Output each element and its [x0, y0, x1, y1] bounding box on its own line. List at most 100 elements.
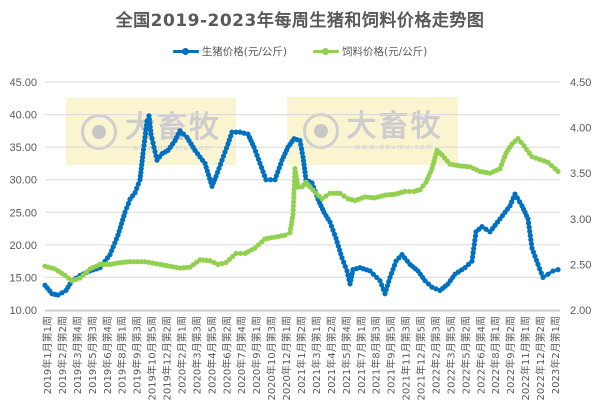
data-point	[521, 143, 527, 149]
data-point	[177, 128, 183, 134]
legend-label-feed: 饲料价格(元/公斤)	[342, 46, 428, 58]
data-point	[217, 161, 224, 167]
data-point	[540, 274, 546, 281]
data-point	[298, 142, 304, 148]
data-point	[259, 239, 265, 245]
y-left-tick: 20.00	[9, 240, 37, 252]
y-right-tick: 2.00	[570, 305, 591, 317]
data-point	[532, 253, 538, 259]
watermark-1: 大畜牧 www.dxumu.com	[66, 98, 236, 165]
data-point	[514, 195, 520, 201]
x-tick-label: 2022年5月第2周	[459, 316, 472, 394]
data-point	[134, 259, 141, 265]
x-tick-label: 2021年3月第1周	[310, 316, 323, 394]
x-tick-label: 2019年12月第2周	[161, 316, 174, 401]
x-tick-label: 2019年3月第4周	[71, 316, 84, 394]
data-point	[258, 164, 265, 171]
data-point	[425, 281, 432, 287]
x-tick-label: 2019年6月第4周	[101, 316, 114, 394]
x-tick-label: 2019年9月第3周	[131, 316, 144, 394]
x-tick-label: 2020年4月第5周	[205, 316, 218, 394]
data-point	[319, 196, 325, 202]
data-point	[140, 146, 147, 153]
data-point	[429, 284, 435, 290]
data-point	[527, 228, 533, 234]
data-point	[390, 266, 396, 272]
data-point	[213, 173, 219, 180]
y-left-tick: 10.00	[9, 305, 37, 317]
data-point	[530, 249, 537, 255]
data-point	[109, 248, 115, 254]
data-point	[555, 168, 561, 174]
data-point	[472, 237, 478, 243]
data-point	[433, 286, 439, 292]
data-point	[379, 282, 385, 288]
data-point	[260, 168, 266, 175]
data-point	[134, 185, 140, 191]
data-point	[469, 258, 475, 264]
data-point	[545, 159, 551, 165]
data-point	[237, 250, 244, 257]
data-point	[301, 161, 307, 168]
data-point	[143, 126, 149, 132]
data-point	[251, 144, 257, 150]
feed-series-marker-icon	[313, 48, 339, 55]
data-point	[529, 154, 535, 160]
legend-item-pig[interactable]: 生猪价格(元/公斤)	[172, 44, 287, 59]
data-point	[215, 261, 221, 267]
data-point	[290, 207, 296, 213]
y-right-tick: 3.50	[570, 168, 591, 180]
y-left-tick: 25.00	[9, 207, 37, 219]
data-point	[113, 236, 119, 242]
x-tick-label: 2021年8月第3周	[370, 316, 383, 394]
x-tick-label: 2021年12月第5周	[415, 316, 428, 401]
data-point	[529, 245, 535, 251]
data-point	[510, 195, 516, 201]
data-point	[290, 199, 297, 205]
data-point	[535, 261, 541, 267]
data-point	[386, 278, 392, 285]
data-point	[291, 186, 297, 192]
data-point	[220, 153, 227, 159]
y-left-tick: 45.00	[9, 77, 37, 89]
data-point	[533, 155, 539, 161]
data-point	[334, 239, 340, 245]
data-point	[528, 237, 534, 243]
data-point	[518, 139, 524, 145]
chart-title: 全国2019-2023年每周生猪和饲料价格走势图	[115, 11, 485, 31]
x-tick-label: 2019年8月第1周	[116, 316, 129, 394]
data-point	[471, 245, 477, 252]
data-point	[122, 209, 128, 215]
data-point	[142, 134, 148, 140]
legend-item-feed[interactable]: 饲料价格(元/公斤)	[313, 44, 427, 59]
data-point	[222, 149, 228, 155]
watermark-brand: 大畜牧	[125, 109, 221, 145]
data-point	[295, 184, 301, 190]
x-tick-label: 2020年6月第2周	[220, 316, 233, 394]
y-right-tick: 4.50	[570, 77, 591, 89]
data-point	[263, 177, 269, 183]
data-point	[528, 241, 535, 247]
data-point	[465, 261, 472, 267]
data-point	[384, 282, 391, 289]
data-point	[387, 274, 393, 281]
x-tick-label: 2022年9月第2周	[504, 316, 517, 394]
data-point	[226, 256, 232, 263]
data-point	[382, 291, 388, 297]
data-point	[211, 259, 217, 266]
data-point	[374, 274, 380, 281]
data-point	[327, 219, 333, 225]
data-point	[515, 135, 521, 142]
legend: 生猪价格(元/公斤) 饲料价格(元/公斤)	[0, 44, 600, 59]
data-point	[402, 188, 408, 195]
data-point	[483, 226, 489, 232]
x-tick-label: 2020年7月第4周	[235, 316, 248, 394]
data-point	[333, 235, 339, 241]
data-point	[383, 287, 389, 293]
data-point	[538, 270, 544, 276]
data-point	[337, 247, 343, 253]
data-point	[471, 241, 477, 247]
data-point	[302, 173, 309, 179]
data-point	[470, 250, 476, 256]
x-tick-label: 2020年9月第1周	[250, 316, 263, 394]
